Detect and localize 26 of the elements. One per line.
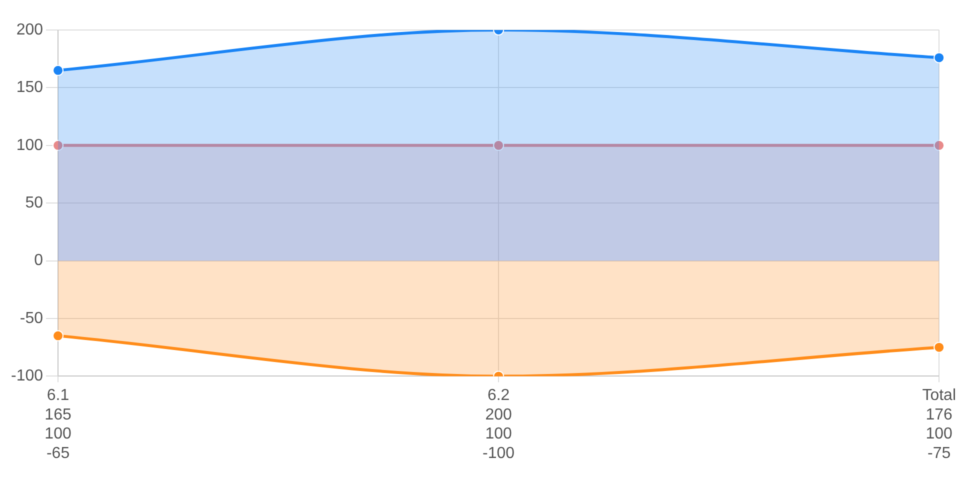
y-tick-label: 200 xyxy=(16,21,44,38)
point xyxy=(52,64,64,76)
point xyxy=(52,140,64,151)
x-tick-label: Total xyxy=(922,387,956,404)
y-tick-label: -50 xyxy=(20,310,44,327)
data-label: 200 xyxy=(485,406,512,424)
point xyxy=(934,342,945,353)
y-tick-label: 150 xyxy=(16,79,44,96)
point xyxy=(52,330,64,342)
y-tick-label: 50 xyxy=(25,194,44,212)
data-label: 176 xyxy=(926,406,953,424)
data-label: 100 xyxy=(44,426,72,443)
x-tick-label: 6.1 xyxy=(46,387,70,404)
data-label: 100 xyxy=(485,426,512,443)
point xyxy=(934,52,945,64)
data-label: -100 xyxy=(482,444,515,462)
y-tick-label: -100 xyxy=(10,368,44,385)
point xyxy=(934,140,945,151)
point xyxy=(493,140,504,151)
data-label: -65 xyxy=(46,444,70,462)
data-label: 100 xyxy=(926,426,953,443)
y-tick-label: 0 xyxy=(34,252,44,270)
x-tick-label: 6.2 xyxy=(487,387,510,404)
data-label: -75 xyxy=(928,444,951,462)
data-label: 165 xyxy=(44,406,72,424)
y-tick-label: 100 xyxy=(16,136,44,154)
